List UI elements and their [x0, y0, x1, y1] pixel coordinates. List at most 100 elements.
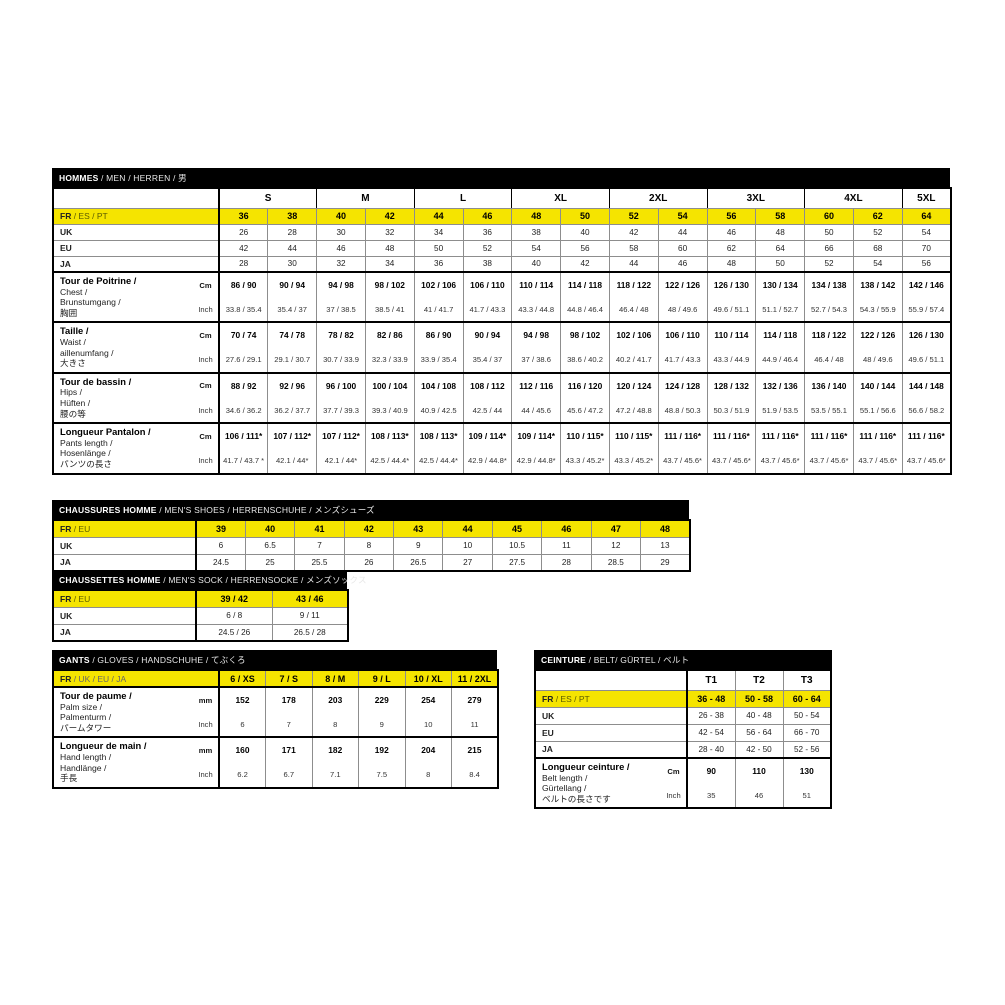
men-measure-1-cm-11: 114 / 118	[755, 321, 806, 348]
gloves-measure-1-name-line-0: Hand length /	[60, 751, 112, 762]
shoes-row-ja-label-main: JA	[60, 557, 71, 568]
shoes-row-fr-cell-8: 47	[590, 519, 642, 538]
men-row-ja-cell-1: 30	[267, 255, 318, 273]
gloves-section-banner: GANTS / GLOVES / HANDSCHUHE / てぶくろ	[52, 650, 497, 669]
men-measure-0-cm-13: 138 / 142	[852, 271, 903, 298]
men-row-uk-cell-1: 28	[267, 223, 318, 241]
men-measure-3-inch-0: 41.7 / 43.7 *	[218, 448, 269, 475]
gloves-size-cell-3: 9 / L	[358, 669, 406, 688]
belt-size-header-row: T1 T2 T3	[534, 669, 832, 691]
men-row-eu-label: EU	[52, 239, 220, 257]
men-measure-3-unit-inch: Inch	[193, 448, 220, 475]
gloves-size-row-label: FR / UK / EU / JA	[52, 669, 221, 688]
men-measure-2-cm-13: 140 / 144	[852, 371, 903, 398]
gloves-section: GANTS / GLOVES / HANDSCHUHE / てぶくろ FR / …	[52, 650, 500, 789]
men-measure-1-inch-10: 43.3 / 44.9	[706, 347, 757, 374]
men-measure-2-cm-8: 120 / 124	[608, 371, 659, 398]
belt-row-eu: EU 42 - 54 56 - 64 66 - 70	[534, 723, 832, 742]
belt-banner-rest: / BELT/ GÜRTEL / ベルト	[588, 655, 690, 665]
belt-row-fr-label: FR / ES / PT	[534, 689, 688, 708]
shoes-row-ja-cell-9: 29	[640, 553, 691, 572]
gloves-measure-0-mm-3: 229	[358, 686, 406, 713]
men-row-fr-cell-7: 50	[560, 207, 610, 225]
men-size-header-row: S M L XL 2XL 3XL 4XL 5XL	[52, 187, 952, 209]
gloves-banner-main: GANTS	[59, 655, 90, 665]
men-measure-0-inch-1: 35.4 / 37	[267, 297, 318, 323]
men-row-eu-cell-0: 42	[218, 239, 269, 257]
men-row-ja-cell-2: 32	[316, 255, 366, 273]
shoes-row-uk-cell-8: 12	[590, 536, 642, 555]
men-row-fr-cell-1: 38	[267, 207, 318, 225]
men-row-eu-cell-2: 46	[316, 239, 366, 257]
shoes-row-ja-label: JA	[52, 553, 197, 572]
belt-measure-unit-cm: Cm	[661, 757, 688, 784]
belt-size-header-T2: T2	[734, 669, 784, 691]
men-measure-1-cm-13: 122 / 126	[852, 321, 903, 348]
men-measure-1-cm-7: 98 / 102	[560, 321, 610, 348]
gloves-size-cell-5: 11 / 2XL	[451, 669, 499, 688]
men-measure-3-cm-1: 107 / 112*	[267, 422, 318, 449]
gloves-size-cell-4: 10 / XL	[404, 669, 453, 688]
men-measure-2-cm-12: 136 / 140	[804, 371, 854, 398]
men-measure-0-cm-0: 86 / 90	[218, 271, 269, 298]
belt-row-ja-label-main: JA	[542, 744, 553, 755]
men-row-ja-cell-14: 56	[901, 255, 952, 273]
men-row-ja-cell-5: 38	[462, 255, 513, 273]
men-row-fr: FR / ES / PT 36 38 40 42 44 46 48 50 52 54 56 58 60 62…	[52, 207, 952, 225]
men-banner-rest: / MEN / HERREN / 男	[101, 173, 187, 183]
men-row-eu-cell-5: 52	[462, 239, 513, 257]
belt-measure-cm-row: Longueur ceinture / Belt length / Gürtella…	[534, 757, 832, 809]
shoes-row-fr-cell-5: 44	[442, 519, 493, 538]
men-measure-2-cm-1: 92 / 96	[267, 371, 318, 398]
gloves-banner-rest: / GLOVES / HANDSCHUHE / てぶくろ	[92, 655, 246, 665]
men-row-uk-cell-11: 48	[755, 223, 806, 241]
men-measure-0-cm-4: 102 / 106	[413, 271, 464, 298]
gloves-measure-1-inch-4: 8	[404, 762, 453, 789]
shoes-row-uk-cell-5: 10	[442, 536, 493, 555]
socks-row-uk-label: UK	[52, 606, 197, 625]
men-row-eu-cell-1: 44	[267, 239, 318, 257]
men-measure-0-inch-2: 37 / 38.5	[316, 297, 366, 323]
men-measure-0-cm-2: 94 / 98	[316, 271, 366, 298]
belt-measure-inch-row: Inch 35 46 51	[535, 783, 832, 809]
gloves-size-cell-2: 8 / M	[311, 669, 360, 688]
gloves-measure-1-inch-3: 7.5	[358, 762, 406, 789]
men-measure-3-cm-9: 111 / 116*	[657, 422, 708, 449]
gloves-measure-1-mm-1: 171	[265, 736, 313, 763]
men-row-eu-cell-4: 50	[413, 239, 464, 257]
men-measure-3-cm-row: Longueur Pantalon / Pants length / Hosenlä…	[52, 422, 952, 475]
men-measure-1-name-line-2: 大きさ	[60, 358, 86, 369]
socks-section-banner: CHAUSSETTES HOMME / MEN'S SOCK / HERRENS…	[52, 570, 366, 589]
men-row-uk: UK 26 28 30 32 34 36 38 40 42 44 46 48 50 52 54	[52, 223, 952, 241]
men-row-ja-cell-13: 54	[852, 255, 903, 273]
belt-row-ja-label: JA	[534, 740, 688, 759]
belt-section-banner: CEINTURE / BELT/ GÜRTEL / ベルト	[534, 650, 832, 669]
shoes-banner-rest: / MEN'S SHOES / HERRENSCHUHE / メンズシューズ	[159, 505, 375, 515]
men-measure-2-inch-11: 51.9 / 53.5	[755, 397, 806, 424]
belt-table: T1 T2 T3 FR / ES / PT 36 - 48 50 - 58 60 - 64…	[534, 669, 832, 810]
men-row-ja-label: JA	[52, 255, 220, 273]
men-measure-3-inch-4: 42.5 / 44.4*	[413, 448, 464, 475]
men-row-fr-cell-2: 40	[316, 207, 366, 225]
men-measure-0-inch-3: 38.5 / 41	[364, 297, 415, 323]
belt-row-eu-cell-2: 66 - 70	[782, 723, 832, 742]
socks-row-uk-cell-0: 6 / 8	[195, 606, 273, 625]
belt-row-uk-label-main: UK	[542, 710, 555, 721]
belt-measure-inch-0: 35	[686, 783, 736, 809]
gloves-measure-0-inch-4: 10	[404, 712, 453, 738]
men-size-header-M: M	[316, 187, 415, 209]
gloves-measure-1-name-line-1: Handlänge /	[60, 762, 107, 773]
gloves-measure-0-name-line-2: パームタワー	[60, 722, 112, 733]
men-measure-1-cm-5: 90 / 94	[462, 321, 513, 348]
men-measure-1-cm-2: 78 / 82	[316, 321, 366, 348]
men-measure-2-inch-10: 50.3 / 51.9	[706, 397, 757, 424]
men-header-blank	[52, 187, 220, 209]
men-measure-2-inch-0: 34.6 / 36.2	[218, 397, 269, 424]
belt-row-fr: FR / ES / PT 36 - 48 50 - 58 60 - 64	[534, 689, 832, 708]
men-measure-3-inch-12: 43.7 / 45.6*	[804, 448, 854, 475]
gloves-measure-0-inch-2: 8	[311, 712, 360, 738]
men-measure-0-inch-row: Inch 33.8 / 35.4 35.4 / 37 37 / 38.5 38.5 / …	[53, 297, 952, 323]
shoes-section: CHAUSSURES HOMME / MEN'S SHOES / HERRENS…	[52, 500, 691, 572]
men-size-header-3XL: 3XL	[706, 187, 806, 209]
